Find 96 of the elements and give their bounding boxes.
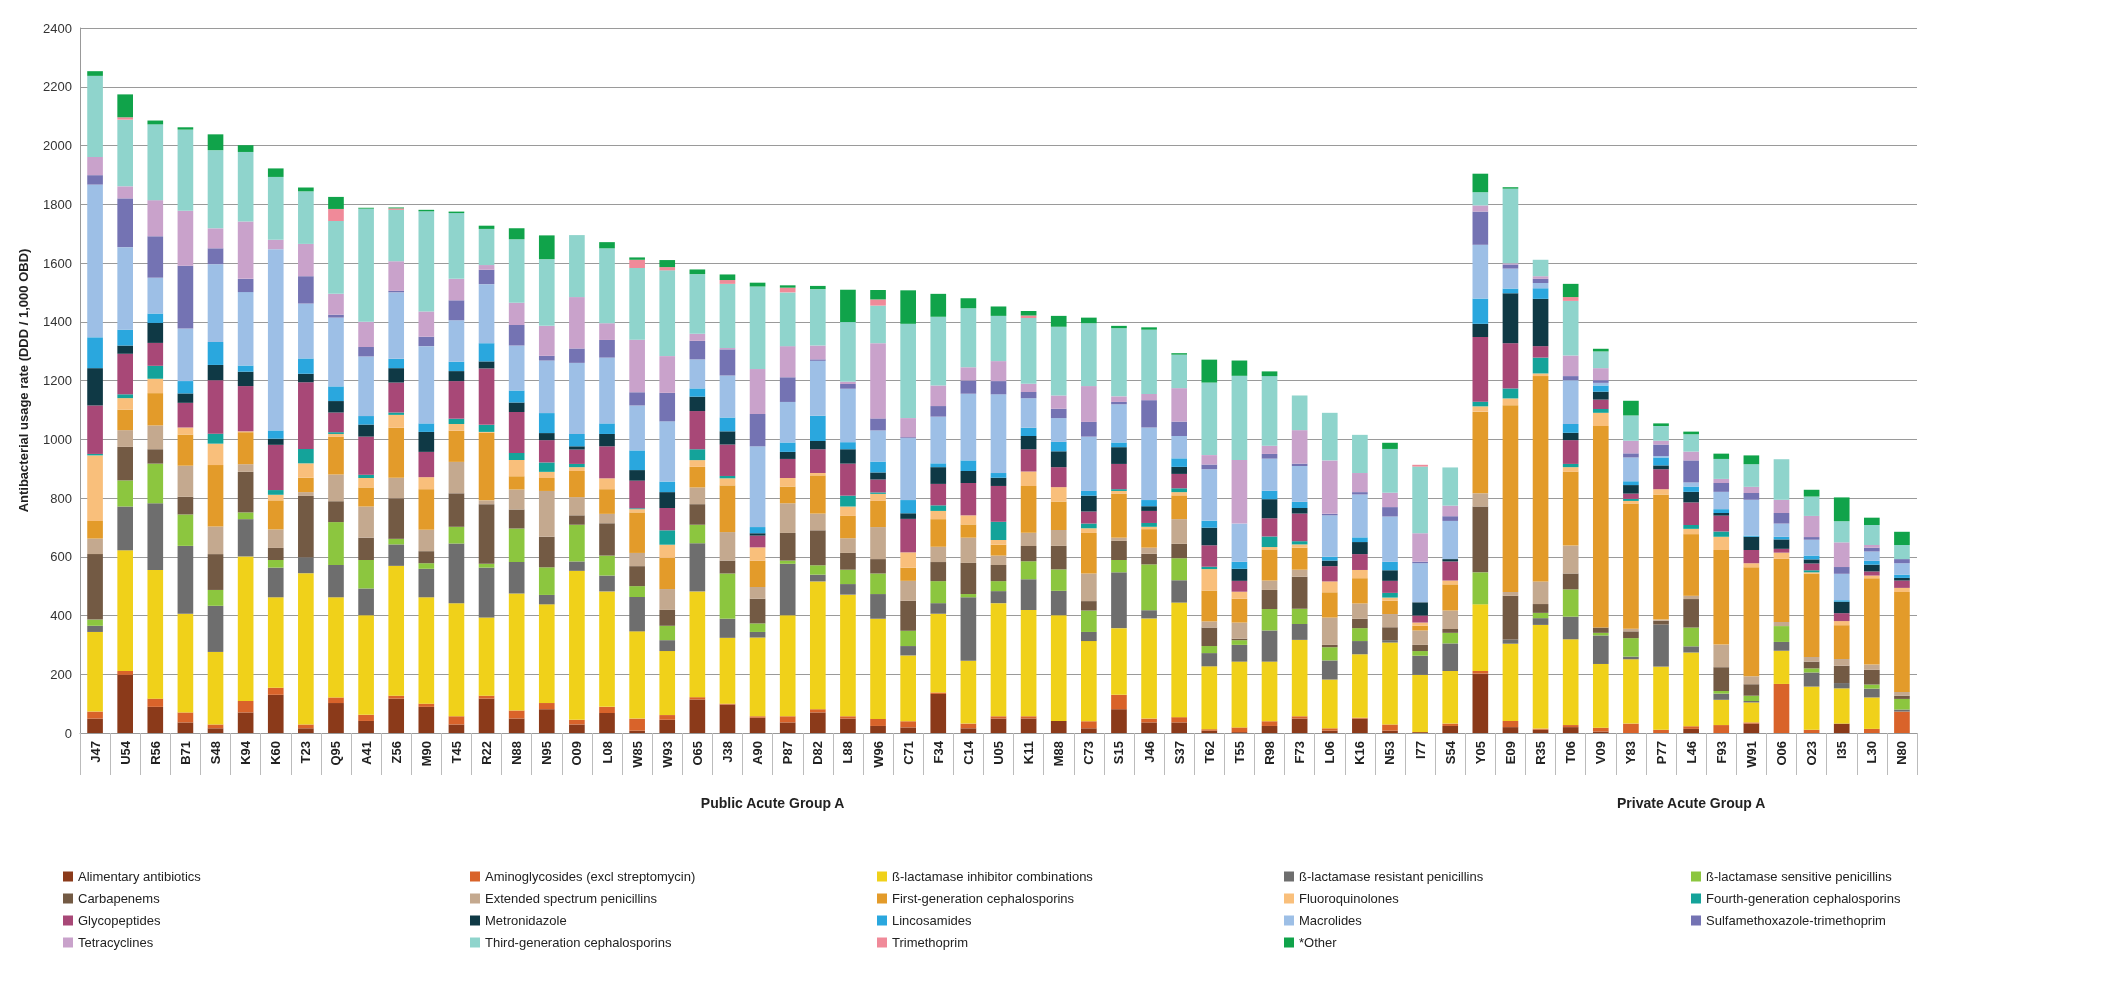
x-tick-label: W85 [629,741,645,768]
text: Private Acute Group A [1616,795,1766,811]
x-tick-label: K94 [238,740,254,765]
text: Public Acute Group A [700,795,845,811]
legend-label: Alimentary antibiotics [78,869,202,884]
x-tick-label: T45 [448,741,464,764]
x-tick-label: B71 [177,741,193,765]
x-tick-label: E09 [1502,741,1518,765]
x-tick-label: P87 [780,741,796,765]
x-tick-label: T55 [1231,741,1247,764]
x-tick-label: R22 [479,741,495,765]
x-tick-label: S48 [208,741,224,765]
x-tick-label: L08 [599,741,615,764]
legend-label: *Other [1299,935,1338,950]
x-tick-label: W96 [870,741,886,768]
y-tick-label: 1400 [43,314,72,330]
x-tick-label: J47 [87,741,103,763]
x-tick-label: C71 [900,741,916,765]
x-tick-label: N53 [1382,741,1398,765]
x-tick-label: R56 [147,741,163,765]
legend-label: ß-lactamase resistant penicillins [1299,869,1484,884]
legend-label: Aminoglycosides (excl streptomycin) [485,869,696,884]
x-tick-label: A41 [358,741,374,765]
x-tick-label: T23 [298,741,314,764]
x-tick-label: O09 [569,741,585,766]
y-tick-label: 600 [50,549,72,565]
legend-label: Extended spectrum penicillins [485,891,658,906]
x-tick-label: W91 [1743,741,1759,768]
x-tick-label: L06 [1322,741,1338,764]
x-tick-label: J46 [1141,741,1157,763]
x-tick-label: K16 [1352,741,1368,765]
legend-label: Lincosamides [892,913,972,928]
y-tick-label: 1200 [43,373,72,388]
x-tick-label: M88 [1051,741,1067,767]
x-tick-label: O65 [689,741,705,766]
x-tick-label: T06 [1563,741,1579,764]
x-tick-label: F73 [1292,741,1308,764]
x-tick-label: R35 [1533,741,1549,765]
x-tick-label: V09 [1593,741,1609,765]
x-tick-label: J38 [719,741,735,763]
x-tick-label: F34 [930,740,946,764]
x-tick-label: T62 [1201,741,1217,764]
x-tick-label: M90 [418,741,434,767]
legend-label: Fourth-generation cephalosporins [1706,891,1901,906]
x-tick-label: W93 [659,741,675,768]
y-tick-label: 2200 [43,79,72,95]
x-tick-label: O23 [1804,741,1820,766]
y-tick-label: 1800 [43,196,72,212]
x-tick-label: N95 [539,741,555,765]
x-tick-label: K11 [1021,741,1037,765]
y-tick-label: 1600 [43,255,72,271]
y-tick-label: 1000 [43,431,72,447]
x-tick-label: P77 [1653,741,1669,765]
x-tick-label: S15 [1111,741,1127,765]
y-tick-label: 2400 [43,20,72,36]
y-tick-label: 2000 [43,138,72,153]
x-tick-label: U54 [117,740,133,765]
x-tick-label: Q95 [328,741,344,766]
y-tick-label: 800 [50,490,72,506]
legend-label: Glycopeptides [78,913,161,928]
x-tick-label: L46 [1683,741,1699,764]
y-tick-label: 200 [50,666,72,682]
x-tick-label: S54 [1442,740,1458,765]
legend-label: Third-generation cephalosporins [485,935,672,950]
y-axis-title: Antibacterial usage rate (DDD / 1,000 OBD) [16,248,31,513]
legend-label: Carbapenems [78,891,161,906]
x-tick-label: L30 [1864,741,1880,764]
x-tick-label: I77 [1412,741,1428,760]
legend-label: Tetracyclines [78,935,154,950]
x-tick-label: Y83 [1623,741,1639,765]
x-tick-label: N88 [509,741,525,765]
legend-label: ß-lactamase inhibitor combinations [892,869,1094,884]
legend-label: Macrolides [1299,913,1363,928]
x-tick-label: F93 [1713,741,1729,764]
x-tick-label: D82 [810,741,826,765]
x-tick-label: N80 [1894,741,1910,765]
x-tick-label: U05 [991,741,1006,765]
legend-label: First-generation cephalosporins [892,891,1075,906]
x-tick-label: R98 [1262,741,1278,765]
x-tick-label: O06 [1773,741,1789,766]
legend-label: Metronidazole [485,913,567,928]
x-tick-label: I35 [1834,741,1850,760]
y-tick-label: 0 [64,725,72,741]
x-tick-label: C73 [1081,741,1097,765]
x-tick-label: Y05 [1472,741,1488,765]
x-tick-label: K60 [268,741,284,765]
legend-label: ß-lactamase sensitive penicillins [1706,869,1893,884]
legend-label: Fluoroquinolones [1299,891,1400,906]
x-tick-label: C14 [960,740,976,765]
legend-label: Sulfamethoxazole-trimethoprim [1706,913,1886,928]
y-tick-label: 400 [50,608,72,623]
x-tick-label: S37 [1171,741,1187,765]
legend-label: Trimethoprim [892,935,969,950]
x-tick-label: L88 [840,741,856,764]
x-tick-label: Z56 [388,741,404,764]
x-tick-label: A90 [750,741,766,765]
